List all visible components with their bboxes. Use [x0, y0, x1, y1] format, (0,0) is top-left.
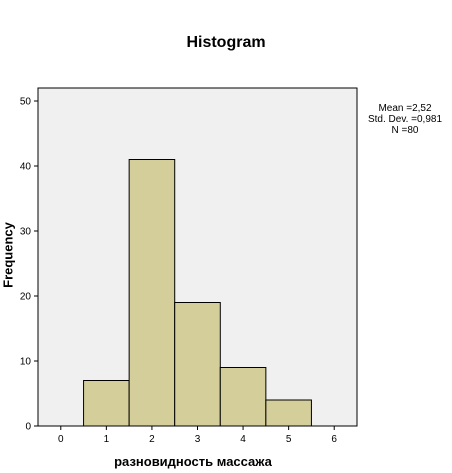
stats-mean: Mean =2,52: [378, 103, 432, 114]
y-tick-label-1: 10: [20, 357, 32, 368]
x-tick-label-5: 5: [286, 434, 292, 445]
x-tick-label-4: 4: [240, 434, 246, 445]
y-tick-label-5: 50: [20, 97, 32, 108]
chart-title: Histogram: [186, 34, 266, 51]
stats-std-dev: Std. Dev. =0,981: [367, 114, 443, 125]
y-tick-label-0: 0: [25, 422, 31, 433]
x-tick-label-0: 0: [58, 434, 64, 445]
y-tick-label-3: 30: [20, 227, 32, 238]
x-tick-label-3: 3: [195, 434, 201, 445]
histogram-bar-4: [265, 399, 312, 427]
histogram-bar-1: [128, 159, 176, 427]
histogram-bar-3: [219, 367, 267, 427]
y-tick-label-4: 40: [20, 162, 32, 173]
y-tick-label-2: 20: [20, 292, 32, 303]
x-tick-label-2: 2: [149, 434, 155, 445]
x-tick-label-6: 6: [331, 434, 337, 445]
histogram-bar-0: [83, 380, 130, 427]
stats-box: Mean =2,52 Std. Dev. =0,981 N =80: [360, 103, 450, 136]
stats-n: N =80: [391, 125, 419, 136]
histogram-bar-2: [174, 302, 221, 427]
x-axis-label: разновидность массажа: [114, 454, 272, 469]
x-tick-label-1: 1: [104, 434, 110, 445]
y-axis-label: Frequency: [0, 222, 16, 288]
